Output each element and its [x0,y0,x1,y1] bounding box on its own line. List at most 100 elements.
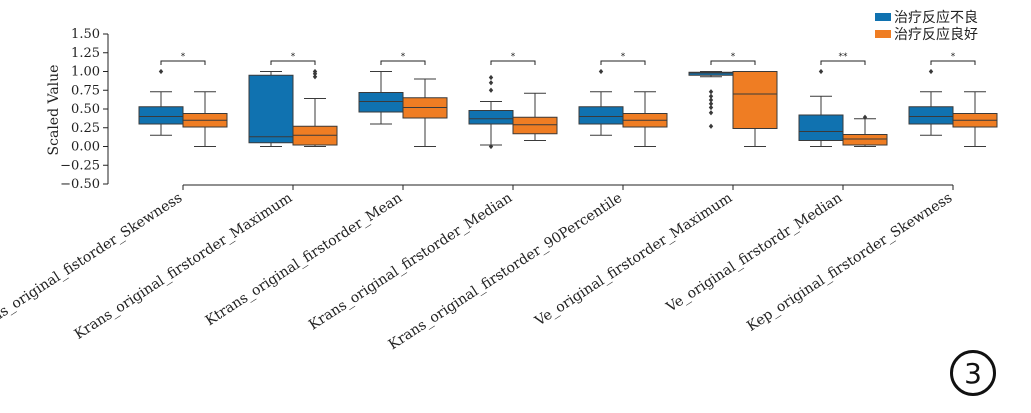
significance-label: * [401,52,406,62]
outlier-point [312,68,318,75]
significance-label: ** [839,52,849,62]
y-tick-label: 1.25 [71,46,100,61]
x-category-label: Krans_original_firstorder_Maximum [72,190,296,343]
series-good-response [182,68,998,147]
outlier-point [818,68,824,75]
box-poor-8 [908,68,954,136]
x-category-label: Krans_original_firstorder_90Percentile [386,190,625,353]
significance-label: * [181,52,186,62]
legend-item-1: 治疗反应不良 [875,9,978,26]
significance-label: * [621,52,626,62]
bracket-line [160,60,206,65]
box-poor-3 [358,71,404,125]
significance-bracket-3: * [380,52,426,65]
box-poor-7 [798,68,844,147]
outlier-point [312,74,318,80]
legend-item-2: 治疗反应良好 [875,26,978,43]
x-category-label: Ktrans_original_firstorder_Mean [203,190,406,329]
box-rect [798,114,844,141]
outlier-point [488,87,494,93]
y-tick-label: 0.50 [71,102,100,117]
box-good-5 [622,91,668,147]
series-poor-response [138,68,954,150]
outlier-point [928,68,934,75]
x-category-label: Krans_original_firstorder_Median [306,190,515,334]
outlier-point [708,97,714,103]
y-tick-label: 0.75 [71,83,100,98]
bracket-line [490,60,536,65]
box-poor-5 [578,68,624,136]
x-category-label: Ve_original_firstorder_Maximum [531,190,735,330]
outlier-point [488,143,494,150]
legend-swatch [875,30,891,38]
significance-label: * [951,52,956,62]
legend-swatch [875,13,891,21]
box-rect [578,106,624,125]
box-good-1 [182,91,228,147]
significance-bracket-2: * [270,52,316,65]
y-axis: −0.50 −0.25 0.00 0.25 0.50 0.75 1.00 1.25 1.50 [60,27,109,192]
bracket-line [930,60,976,65]
box-rect [248,74,294,144]
x-category-label: Ve_original_firstordr_Median [663,190,845,316]
outlier-point [862,114,868,120]
y-tick-label: 0.25 [71,121,100,136]
x-axis: Krans_original_fistorder_SkewnessKrans_o… [0,184,955,353]
box-poor-4 [468,74,514,150]
significance-label: * [731,52,736,62]
bracket-line [270,60,316,65]
box-rect [358,92,404,113]
outlier-point [488,74,494,81]
bracket-line [380,60,426,65]
y-tick-label: 1.00 [71,65,100,80]
outlier-point [708,104,714,111]
outlier-point [598,68,604,75]
box-good-4 [512,92,558,141]
box-good-7 [842,114,888,147]
box-poor-1 [138,68,184,136]
outlier-point [708,93,714,99]
box-rect [138,106,184,125]
box-rect [512,116,558,135]
significance-label: * [511,52,516,62]
y-tick-label: 0.00 [71,140,100,155]
box-rect [732,71,778,129]
box-poor-2 [248,71,294,147]
outlier-point [488,80,494,86]
box-rect [468,110,514,125]
bracket-line [820,60,866,65]
bracket-line [710,60,756,65]
box-good-2 [292,68,338,147]
box-rect [908,106,954,125]
figure-number-badge: 3 [950,350,996,396]
y-tick-label: −0.50 [60,177,100,192]
significance-bracket-5: * [600,52,646,65]
significance-bracket-7: ** [820,52,866,65]
legend-label: 治疗反应不良 [894,9,978,26]
legend-label: 治疗反应良好 [894,26,978,43]
outlier-point [708,101,714,107]
box-series [138,68,998,150]
box-poor-6 [688,71,734,129]
y-tick-label: −0.25 [60,158,100,173]
significance-brackets: * * * * * * ** * [160,52,976,65]
bracket-line [600,60,646,65]
outlier-point [708,123,714,129]
significance-label: * [291,52,296,62]
outlier-point [158,68,164,75]
box-good-8 [952,91,998,147]
significance-bracket-8: * [930,52,976,65]
box-rect [842,134,888,146]
x-category-label: Kep_original_firstorder_Skewness [744,190,955,335]
box-good-3 [402,78,448,147]
box-good-6 [732,71,778,147]
significance-bracket-6: * [710,52,756,65]
significance-bracket-4: * [490,52,536,65]
outlier-point [708,110,714,116]
outlier-point [708,89,714,95]
y-axis-title: Scaled Value [46,65,62,156]
y-tick-label: 1.50 [71,27,100,42]
significance-bracket-1: * [160,52,206,65]
